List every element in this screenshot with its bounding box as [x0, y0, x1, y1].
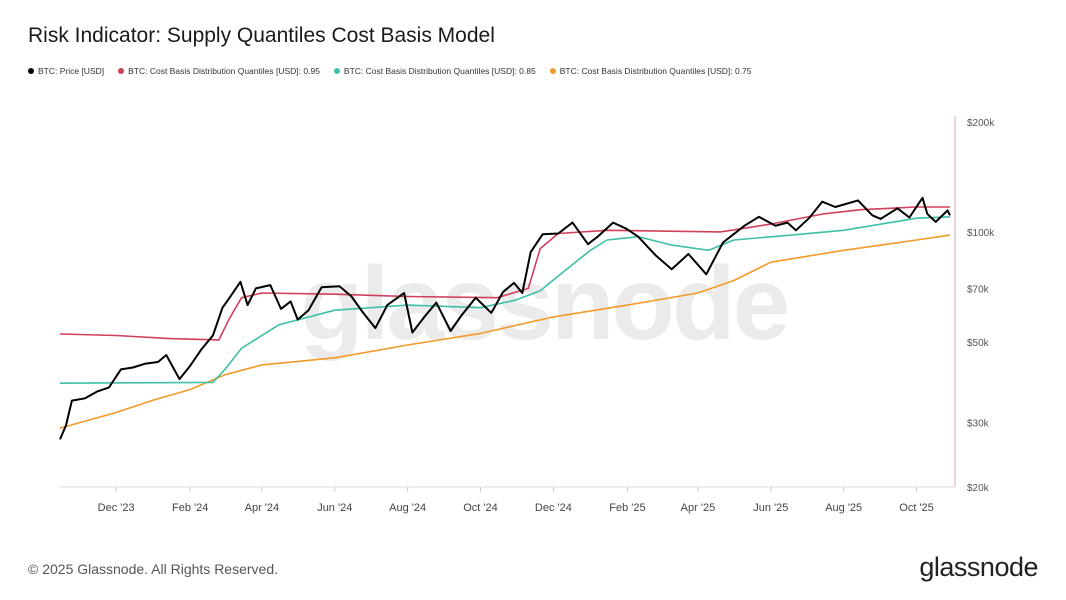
x-tick-label: Aug '25 [825, 502, 862, 514]
series-line-q95 [59, 206, 950, 341]
x-tick-label: Dec '23 [98, 502, 135, 514]
y-tick-label: $70k [967, 284, 990, 295]
x-tick-label: Apr '24 [245, 502, 280, 514]
legend-label: BTC: Cost Basis Distribution Quantiles [… [128, 66, 320, 76]
legend-item-q75[interactable]: BTC: Cost Basis Distribution Quantiles [… [549, 66, 752, 76]
x-tick-label: Aug '24 [389, 502, 426, 514]
x-tick-label: Jun '24 [317, 502, 352, 514]
legend-item-q95[interactable]: BTC: Cost Basis Distribution Quantiles [… [118, 66, 320, 76]
chart-title: Risk Indicator: Supply Quantiles Cost Ba… [28, 24, 495, 47]
x-tick-label: Oct '24 [463, 502, 498, 514]
y-tick-label: $50k [967, 338, 990, 349]
y-tick-label: $100k [967, 228, 995, 239]
series-line-price [59, 196, 951, 440]
x-tick-label: Jun '25 [753, 502, 788, 514]
legend-dot [28, 68, 34, 74]
x-tick-label: Oct '25 [899, 502, 934, 514]
x-tick-label: Feb '24 [172, 502, 208, 514]
y-tick-label: $20k [967, 483, 990, 494]
copyright: © 2025 Glassnode. All Rights Reserved. [28, 561, 279, 577]
legend-dot [333, 68, 340, 74]
x-tick-label: Dec '24 [535, 502, 572, 514]
series-line-q75 [59, 234, 951, 429]
y-tick-label: $200k [967, 118, 995, 129]
x-tick-label: Apr '25 [681, 502, 716, 514]
glassnode-logo: glassnode [919, 552, 1038, 582]
legend: BTC: Price [USD] BTC: Cost Basis Distrib… [28, 66, 752, 76]
legend-dot [549, 68, 556, 74]
y-tick-label: $30k [967, 419, 990, 430]
x-tick-label: Feb '25 [609, 502, 645, 514]
legend-label: BTC: Cost Basis Distribution Quantiles [… [343, 66, 536, 76]
legend-dot [118, 68, 125, 74]
legend-label: BTC: Price [USD] [38, 66, 105, 76]
series-line-q85 [59, 216, 951, 384]
legend-item-price[interactable]: BTC: Price [USD] [28, 66, 104, 76]
legend-item-q85[interactable]: BTC: Cost Basis Distribution Quantiles [… [333, 66, 536, 76]
legend-label: BTC: Cost Basis Distribution Quantiles [… [559, 66, 752, 76]
